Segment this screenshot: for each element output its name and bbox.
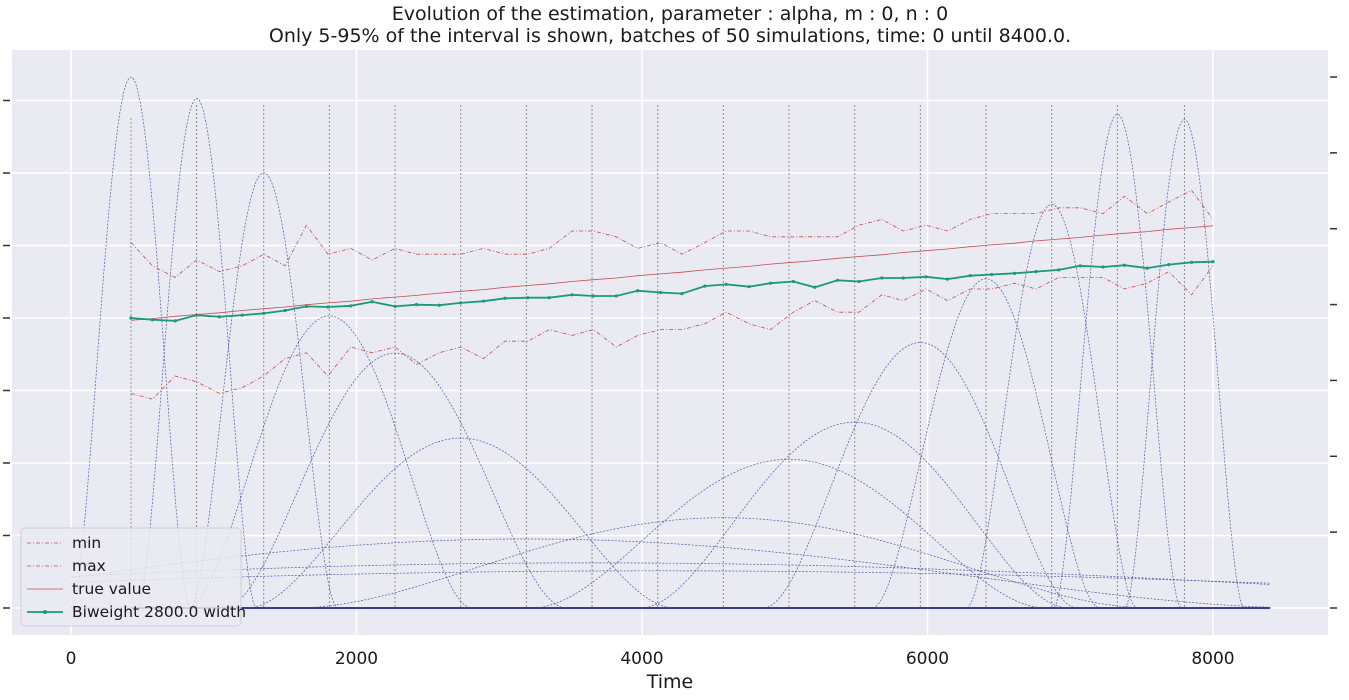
series-point bbox=[1167, 263, 1171, 267]
series-point bbox=[326, 305, 330, 309]
legend-label-true-value: true value bbox=[72, 580, 151, 598]
series-point bbox=[349, 304, 353, 308]
series-point bbox=[129, 316, 133, 320]
kernel-curve bbox=[71, 570, 1271, 584]
series-point bbox=[304, 304, 309, 308]
series-point bbox=[481, 299, 486, 303]
series-point bbox=[195, 313, 199, 317]
series-point bbox=[658, 290, 663, 295]
legend-label-max: max bbox=[72, 557, 106, 575]
series-point bbox=[1101, 265, 1105, 269]
series-point bbox=[968, 274, 972, 278]
kernel-curve bbox=[71, 437, 1271, 609]
series-point bbox=[990, 272, 994, 277]
series-point bbox=[747, 285, 751, 289]
series-point bbox=[262, 311, 266, 315]
series-line-true-value bbox=[130, 225, 1214, 321]
x-tick-labels: 0 2000 4000 6000 8000 bbox=[66, 649, 1235, 669]
series-point bbox=[1078, 264, 1082, 268]
legend-label-biweight: Biweight 2800.0 width bbox=[72, 603, 246, 621]
batch-lines bbox=[130, 105, 1185, 608]
series-point bbox=[370, 300, 374, 304]
series-point bbox=[680, 292, 684, 296]
series-point bbox=[835, 278, 840, 282]
series-point bbox=[240, 313, 244, 317]
series-line-max bbox=[130, 189, 1214, 278]
series-point bbox=[547, 296, 551, 300]
series-layer bbox=[129, 189, 1215, 400]
legend-box bbox=[20, 527, 242, 627]
series-point bbox=[857, 279, 861, 284]
series-point bbox=[1211, 260, 1215, 264]
x-tick-label: 6000 bbox=[906, 649, 949, 669]
series-point bbox=[393, 304, 397, 308]
series-point bbox=[526, 296, 530, 300]
x-tick-label: 0 bbox=[66, 649, 77, 669]
series-point bbox=[924, 275, 928, 279]
left-y-ticks bbox=[3, 99, 10, 609]
series-point bbox=[283, 308, 287, 313]
legend: min max true value Biweight 2800.0 width bbox=[20, 527, 246, 627]
series-point bbox=[880, 276, 884, 280]
legend-marker-biweight bbox=[43, 610, 47, 614]
series-point bbox=[1122, 263, 1127, 267]
series-point bbox=[901, 276, 905, 280]
series-point bbox=[1012, 271, 1017, 275]
right-y-ticks bbox=[1330, 76, 1337, 609]
series-point bbox=[414, 303, 419, 307]
series-point bbox=[570, 293, 574, 297]
kernel-curve bbox=[70, 562, 1271, 585]
legend-label-min: min bbox=[72, 534, 101, 552]
series-point bbox=[636, 289, 640, 293]
series-point bbox=[1145, 266, 1149, 270]
series-point bbox=[1034, 270, 1038, 274]
series-line-biweight-2800-0-width bbox=[130, 260, 1214, 322]
x-axis-label: Time bbox=[646, 671, 694, 693]
series-point bbox=[150, 318, 154, 322]
series-point bbox=[724, 282, 728, 286]
series-point bbox=[217, 315, 222, 319]
series-point bbox=[813, 285, 817, 289]
series-point bbox=[459, 301, 463, 305]
series-point bbox=[703, 284, 707, 288]
series-point bbox=[768, 281, 773, 285]
kernel-curve bbox=[70, 538, 1271, 608]
chart-title: Evolution of the estimation, parameter :… bbox=[392, 3, 948, 25]
kernel-curves bbox=[70, 76, 1271, 609]
x-tick-label: 2000 bbox=[335, 649, 378, 669]
series-point bbox=[791, 279, 795, 284]
x-tick-label: 4000 bbox=[620, 649, 663, 669]
series-point bbox=[591, 294, 596, 298]
series-point bbox=[437, 303, 441, 307]
series-point bbox=[1189, 260, 1194, 264]
series-point bbox=[503, 296, 507, 300]
series-point bbox=[1057, 268, 1061, 272]
series-point bbox=[945, 277, 950, 281]
x-tick-label: 8000 bbox=[1191, 649, 1234, 669]
series-point bbox=[614, 294, 618, 298]
series-point bbox=[173, 319, 177, 323]
series-line-min bbox=[130, 265, 1214, 400]
chart-subtitle: Only 5-95% of the interval is shown, bat… bbox=[269, 25, 1071, 47]
